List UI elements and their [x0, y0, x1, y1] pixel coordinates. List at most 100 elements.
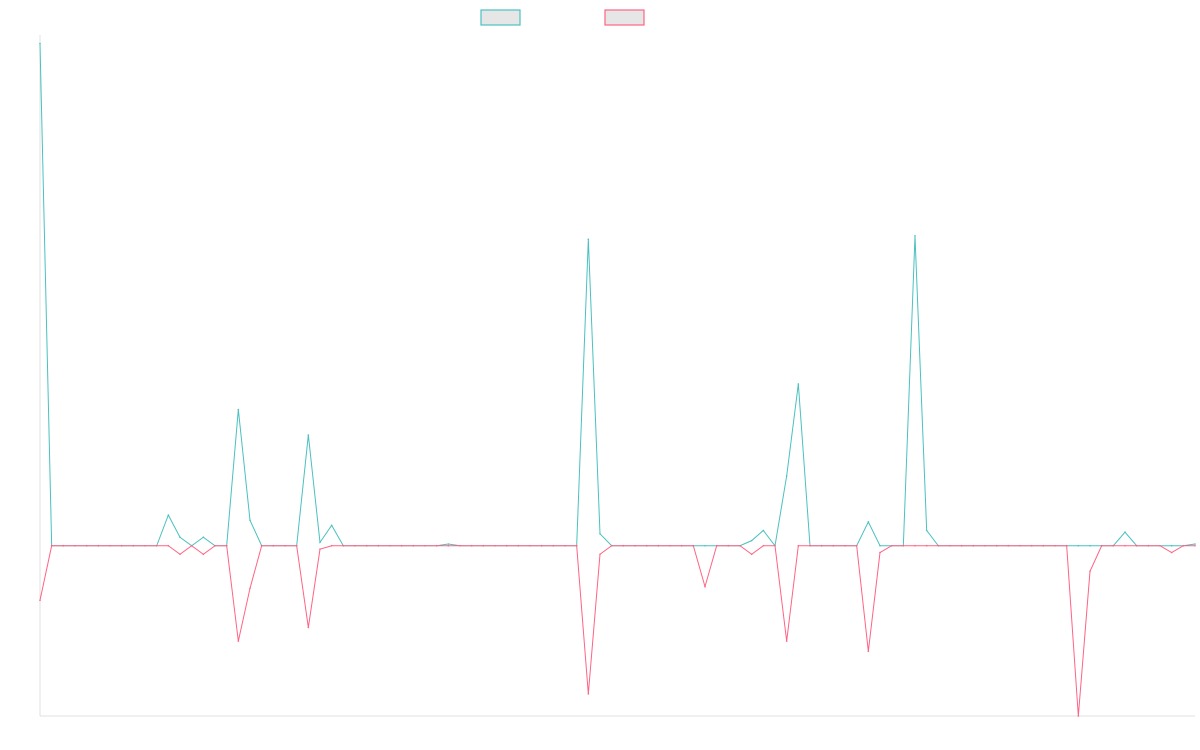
series-2-point[interactable] — [587, 693, 590, 695]
series-1-point[interactable] — [1089, 544, 1091, 547]
series-1-point[interactable] — [704, 544, 706, 547]
series-2-point[interactable] — [762, 544, 765, 547]
series-2-point[interactable] — [1030, 544, 1033, 547]
series-1-point[interactable] — [867, 521, 870, 523]
series-2-point[interactable] — [1112, 544, 1115, 547]
series-2-point[interactable] — [260, 544, 263, 547]
series-1-point[interactable] — [307, 434, 310, 436]
series-2-point[interactable] — [389, 544, 391, 547]
series-2-point[interactable] — [1182, 544, 1185, 547]
series-1-point[interactable] — [750, 539, 753, 542]
series-1-point[interactable] — [762, 529, 765, 532]
series-2-point[interactable] — [1019, 544, 1021, 547]
series-2-point[interactable] — [1194, 544, 1196, 547]
series-2-point[interactable] — [249, 587, 251, 590]
series-2-point[interactable] — [377, 544, 380, 547]
series-2-point[interactable] — [797, 544, 800, 547]
series-2-point[interactable] — [365, 544, 368, 547]
series-2-point[interactable] — [494, 544, 496, 547]
series-2-point[interactable] — [785, 640, 788, 642]
series-2-point[interactable] — [50, 544, 53, 547]
series-2-point[interactable] — [692, 544, 695, 547]
series-1-point[interactable] — [249, 519, 251, 522]
series-2-point[interactable] — [144, 544, 146, 547]
series-2-point[interactable] — [167, 544, 170, 547]
series-2-point[interactable] — [832, 544, 835, 547]
series-2-point[interactable] — [599, 553, 601, 556]
series-2-point[interactable] — [179, 553, 181, 556]
series-2-point[interactable] — [657, 544, 660, 547]
series-2-point[interactable] — [575, 544, 578, 547]
series-2-point[interactable] — [424, 544, 426, 547]
series-2-point[interactable] — [902, 544, 905, 547]
series-2-point[interactable] — [610, 544, 613, 547]
series-2-point[interactable] — [1077, 715, 1080, 717]
legend-swatch-2[interactable] — [604, 9, 645, 26]
series-2-point[interactable] — [1135, 544, 1138, 547]
series-2-point[interactable] — [704, 585, 706, 588]
series-2-point[interactable] — [844, 544, 846, 547]
series-2-point[interactable] — [645, 544, 648, 547]
series-2-point[interactable] — [295, 544, 298, 547]
series-2-point[interactable] — [715, 544, 718, 547]
series-2-point[interactable] — [1159, 544, 1161, 547]
series-1-point[interactable] — [202, 536, 205, 539]
series-2-point[interactable] — [435, 544, 438, 547]
series-2-point[interactable] — [155, 544, 158, 547]
series-2-point[interactable] — [470, 544, 473, 547]
series-2-point[interactable] — [867, 650, 870, 653]
series-1-point[interactable] — [237, 408, 240, 411]
series-2-point[interactable] — [459, 544, 461, 547]
series-2-point[interactable] — [820, 544, 823, 547]
series-1-point[interactable] — [1170, 544, 1173, 547]
series-2-point[interactable] — [564, 544, 566, 547]
series-2-point[interactable] — [284, 544, 286, 547]
series-2-point[interactable] — [85, 544, 88, 547]
series-1-point[interactable] — [167, 514, 170, 516]
series-1-point[interactable] — [914, 235, 916, 237]
series-2-point[interactable] — [447, 544, 450, 547]
series-2-point[interactable] — [400, 544, 403, 547]
series-2-point[interactable] — [517, 544, 520, 547]
series-2-point[interactable] — [1100, 544, 1103, 547]
series-2-point[interactable] — [984, 544, 986, 547]
series-2-point[interactable] — [727, 544, 730, 547]
series-2-point[interactable] — [202, 553, 205, 556]
series-1-point[interactable] — [179, 536, 181, 539]
series-2-point[interactable] — [879, 551, 881, 554]
series-2-point[interactable] — [855, 544, 858, 547]
series-1-point[interactable] — [879, 544, 881, 547]
legend-swatch-1[interactable] — [480, 9, 521, 26]
series-1-point[interactable] — [1194, 543, 1196, 545]
series-2-point[interactable] — [1007, 544, 1010, 547]
series-2-point[interactable] — [342, 544, 345, 547]
series-2-point[interactable] — [307, 626, 310, 629]
series-2-point[interactable] — [552, 544, 555, 547]
series-1-point[interactable] — [599, 532, 601, 535]
series-2-point[interactable] — [949, 544, 951, 547]
series-2-point[interactable] — [97, 544, 100, 547]
series-2-point[interactable] — [750, 553, 753, 556]
series-2-point[interactable] — [237, 640, 240, 642]
series-1-point[interactable] — [39, 42, 41, 45]
series-2-point[interactable] — [972, 544, 975, 547]
series-2-point[interactable] — [937, 544, 940, 547]
series-2-point[interactable] — [960, 544, 963, 547]
series-2-point[interactable] — [774, 544, 776, 547]
series-2-point[interactable] — [529, 544, 531, 547]
series-2-point[interactable] — [540, 544, 543, 547]
series-1-point[interactable] — [785, 475, 788, 477]
series-2-point[interactable] — [1170, 551, 1173, 554]
series-2-point[interactable] — [330, 544, 333, 547]
series-2-point[interactable] — [132, 544, 135, 547]
series-2-point[interactable] — [319, 548, 321, 551]
series-2-point[interactable] — [412, 544, 415, 547]
series-1-point[interactable] — [925, 529, 928, 532]
series-2-point[interactable] — [190, 544, 193, 547]
series-2-point[interactable] — [272, 544, 275, 547]
series-2-point[interactable] — [634, 544, 636, 547]
series-2-point[interactable] — [1065, 544, 1068, 547]
series-1-point[interactable] — [587, 238, 590, 241]
series-2-point[interactable] — [809, 544, 811, 547]
series-2-point[interactable] — [62, 544, 65, 547]
